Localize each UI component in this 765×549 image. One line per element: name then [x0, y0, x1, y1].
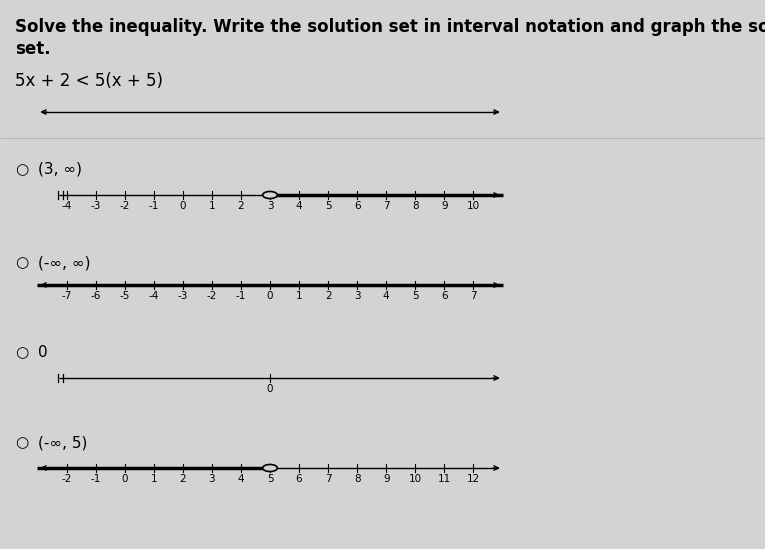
Text: 9: 9 — [441, 201, 448, 211]
Text: 0: 0 — [38, 345, 47, 360]
Text: 3: 3 — [267, 201, 273, 211]
Text: (-∞, ∞): (-∞, ∞) — [38, 255, 90, 270]
Text: -3: -3 — [90, 201, 101, 211]
Text: 5x + 2 < 5(x + 5): 5x + 2 < 5(x + 5) — [15, 72, 163, 90]
Text: 4: 4 — [383, 291, 389, 301]
Text: ○: ○ — [15, 255, 28, 270]
Text: 10: 10 — [467, 201, 480, 211]
Text: 3: 3 — [209, 474, 215, 484]
Text: -1: -1 — [148, 201, 159, 211]
Text: -2: -2 — [119, 201, 130, 211]
Text: 7: 7 — [325, 474, 331, 484]
Text: 5: 5 — [412, 291, 418, 301]
Text: 1: 1 — [296, 291, 302, 301]
Text: -5: -5 — [119, 291, 130, 301]
Text: set.: set. — [15, 40, 50, 58]
Text: -3: -3 — [177, 291, 188, 301]
Text: -2: -2 — [61, 474, 72, 484]
Text: -2: -2 — [207, 291, 217, 301]
Text: (-∞, 5): (-∞, 5) — [38, 435, 87, 450]
Text: 11: 11 — [438, 474, 451, 484]
Text: ○: ○ — [15, 345, 28, 360]
Text: 7: 7 — [383, 201, 389, 211]
Text: -6: -6 — [90, 291, 101, 301]
Text: -7: -7 — [61, 291, 72, 301]
Text: (3, ∞): (3, ∞) — [38, 162, 82, 177]
Text: ○: ○ — [15, 162, 28, 177]
Text: 1: 1 — [151, 474, 157, 484]
Text: 9: 9 — [383, 474, 389, 484]
Text: 0: 0 — [267, 291, 273, 301]
Text: 5: 5 — [267, 474, 273, 484]
Text: 5: 5 — [325, 201, 331, 211]
Text: 0: 0 — [267, 384, 273, 394]
Text: Solve the inequality. Write the solution set in interval notation and graph the : Solve the inequality. Write the solution… — [15, 18, 765, 36]
Text: 8: 8 — [412, 201, 418, 211]
Text: 6: 6 — [296, 474, 302, 484]
Text: 4: 4 — [238, 474, 244, 484]
Text: 12: 12 — [467, 474, 480, 484]
Text: 2: 2 — [180, 474, 186, 484]
Text: 6: 6 — [441, 291, 448, 301]
Text: -4: -4 — [61, 201, 72, 211]
Circle shape — [262, 464, 278, 472]
Text: -4: -4 — [148, 291, 159, 301]
Circle shape — [262, 192, 278, 199]
Text: 1: 1 — [209, 201, 215, 211]
Text: 10: 10 — [409, 474, 422, 484]
Text: ○: ○ — [15, 435, 28, 450]
Text: 0: 0 — [180, 201, 186, 211]
Text: 2: 2 — [238, 201, 244, 211]
Text: 8: 8 — [354, 474, 360, 484]
Text: 3: 3 — [354, 291, 360, 301]
Text: 4: 4 — [296, 201, 302, 211]
Text: 7: 7 — [470, 291, 477, 301]
Text: 0: 0 — [122, 474, 128, 484]
Text: -1: -1 — [90, 474, 101, 484]
Text: 2: 2 — [325, 291, 331, 301]
Text: 6: 6 — [354, 201, 360, 211]
Text: -1: -1 — [236, 291, 246, 301]
